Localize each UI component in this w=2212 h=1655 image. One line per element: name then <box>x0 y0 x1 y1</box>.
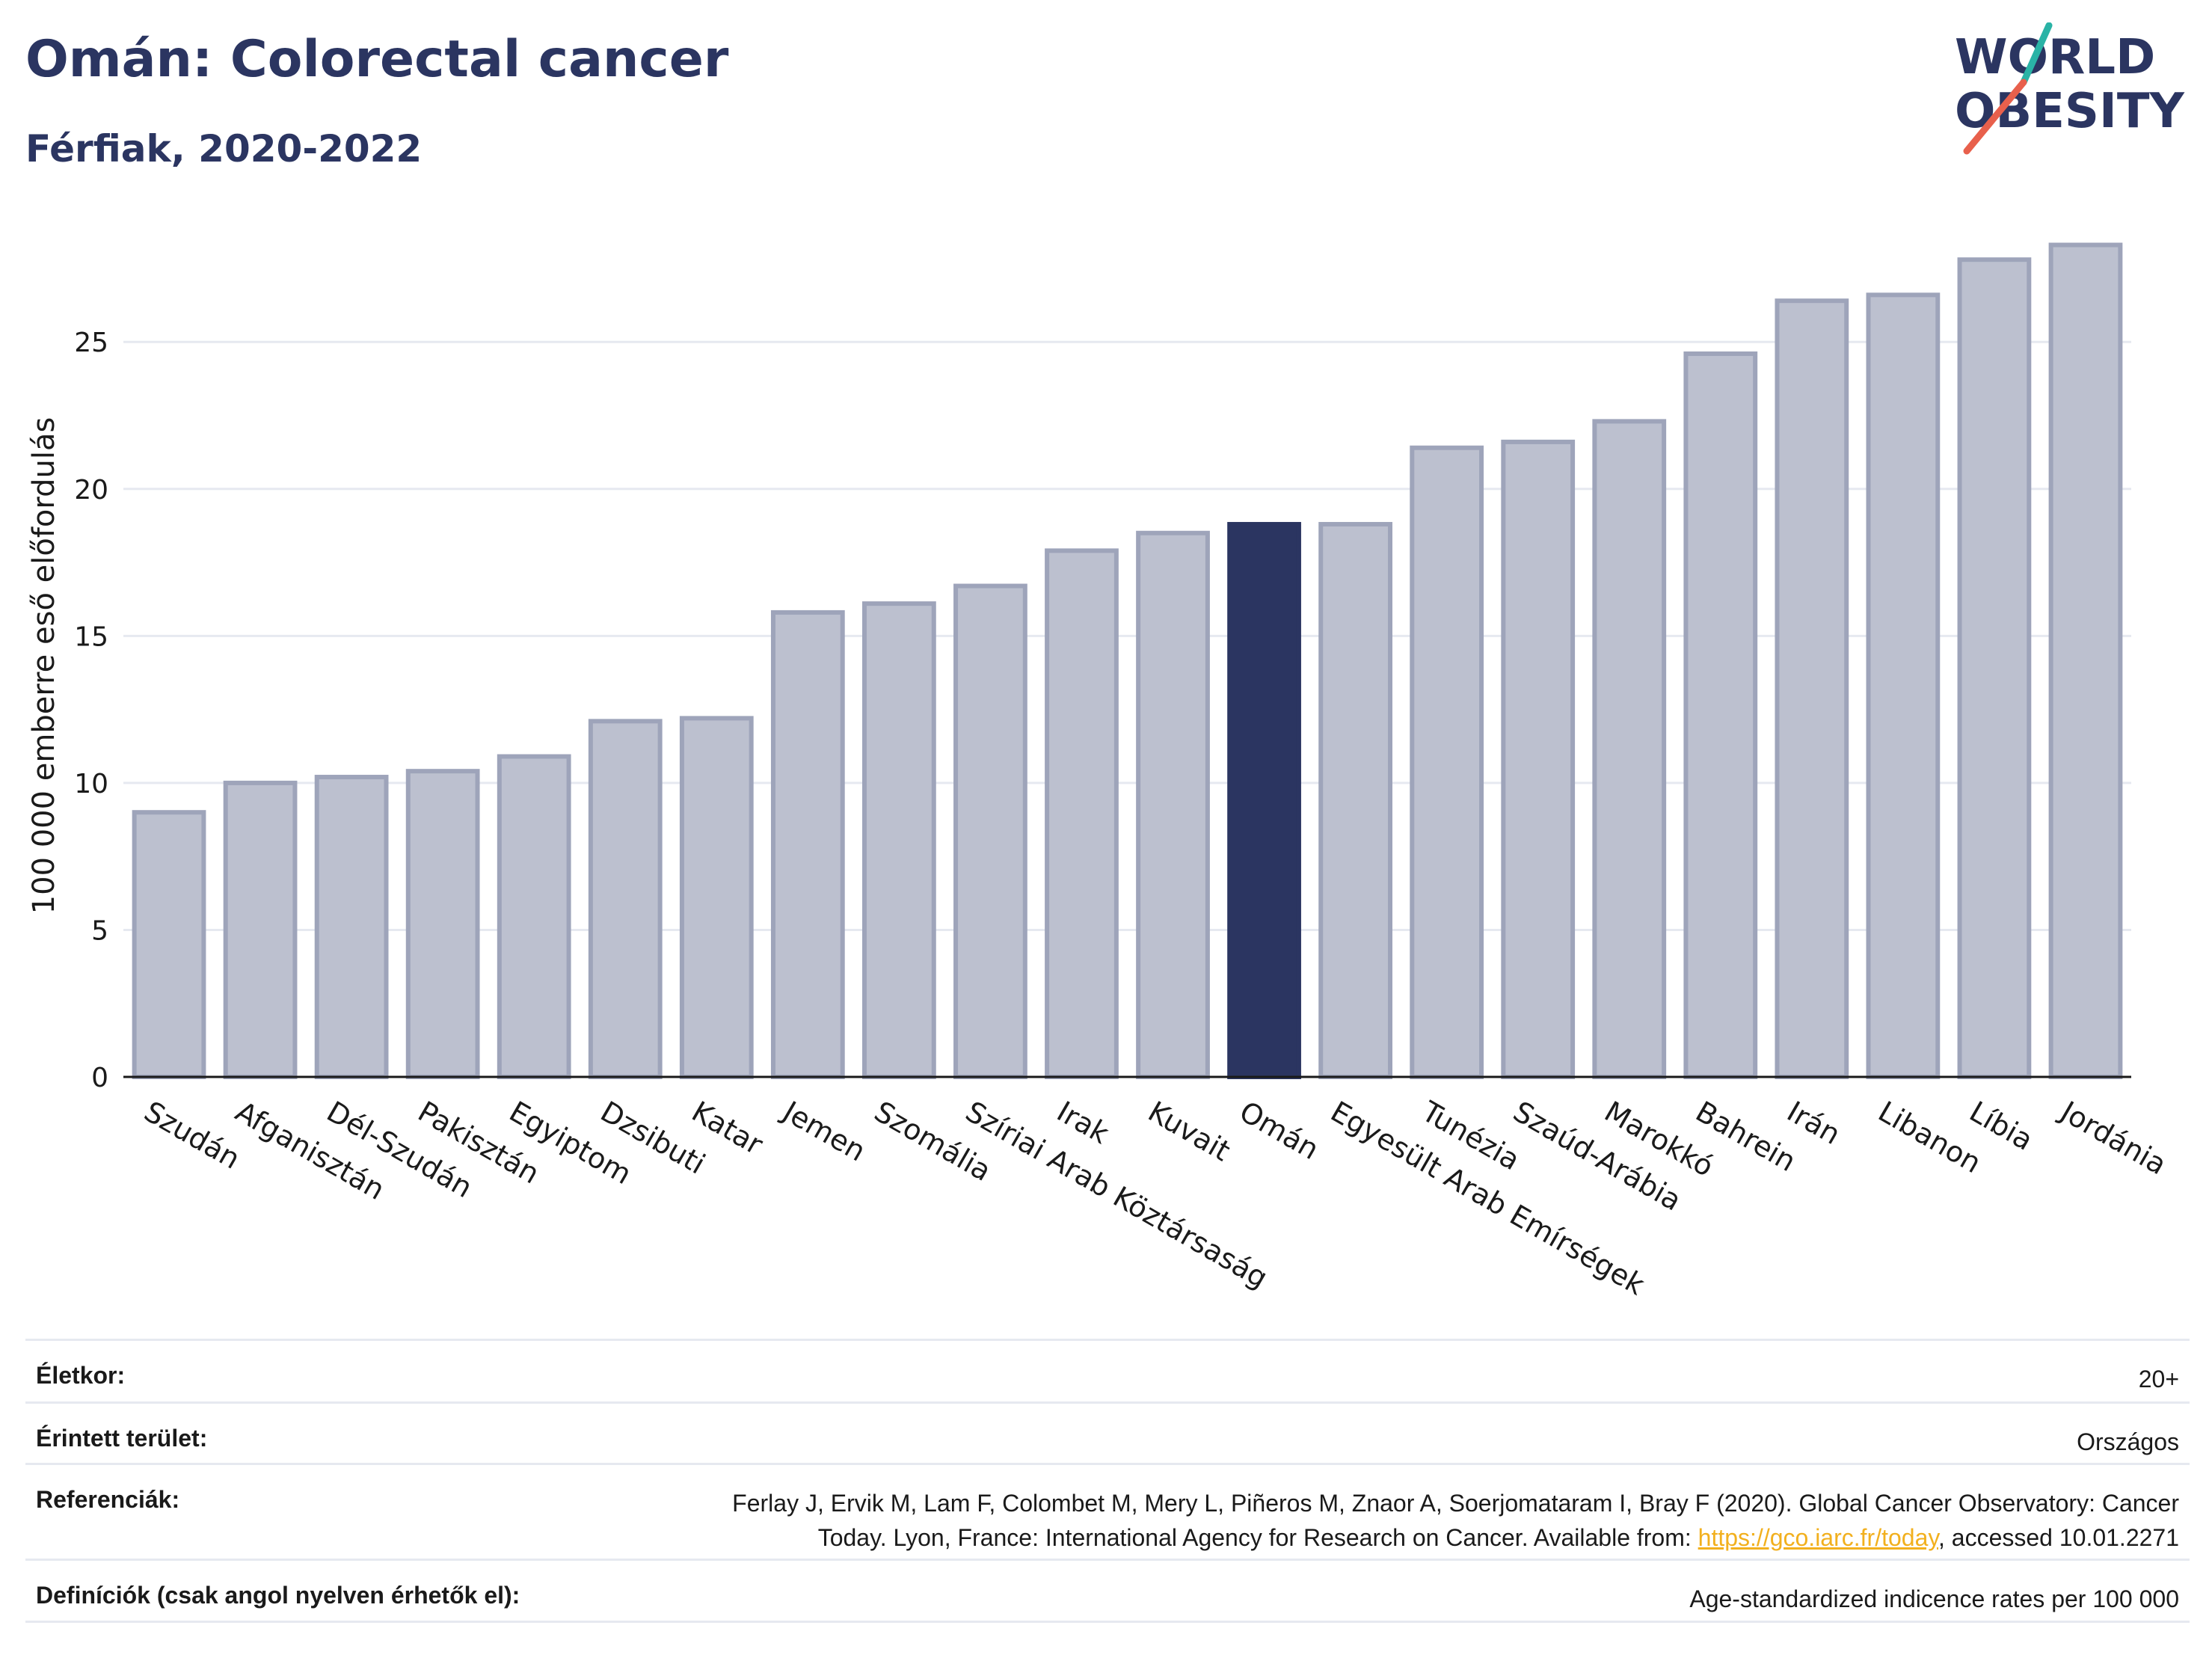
y-tick-label: 0 <box>91 1063 108 1093</box>
logo-teal-stroke <box>2020 22 2053 86</box>
y-tick-label: 25 <box>74 328 108 358</box>
bar <box>1136 530 1210 1079</box>
bar <box>497 754 571 1079</box>
reference-line1: Ferlay J, Ervik M, Lam F, Colombet M, Me… <box>732 1490 2179 1517</box>
info-row-definitions: Definíciók (csak angol nyelven érhetők e… <box>25 1559 2190 1623</box>
bar <box>132 810 206 1079</box>
references-label: Referenciák: <box>36 1486 180 1513</box>
bar <box>1683 351 1758 1079</box>
info-table: Életkor: 20+ Érintett terület: Országos … <box>25 1339 2190 1623</box>
y-tick-label: 15 <box>74 621 108 652</box>
bar <box>953 583 1027 1079</box>
bar <box>1592 419 1667 1079</box>
logo-red-stroke <box>1963 79 2027 155</box>
y-tick-label: 5 <box>91 915 108 946</box>
x-tick-label: Libanon <box>1872 1095 1986 1179</box>
logo-line2: OBESITY <box>1955 84 2184 139</box>
y-tick-label: 10 <box>74 769 108 799</box>
bar <box>1045 548 1119 1079</box>
bars <box>132 242 2123 1080</box>
world-obesity-logo: WORLD OBESITY <box>1955 22 2184 155</box>
info-row-references: Referenciák: Ferlay J, Ervik M, Lam F, C… <box>25 1463 2190 1559</box>
x-tick-label: Jemen <box>776 1094 871 1168</box>
info-row-age: Életkor: 20+ <box>25 1339 2190 1401</box>
definitions-value: Age-standardized indicence rates per 100… <box>1689 1585 2179 1612</box>
x-tick-labels: SzudánAfganisztánDél-SzudánPakisztánEgyi… <box>139 1094 2172 1301</box>
area-value: Országos <box>2077 1428 2179 1455</box>
reference-link[interactable]: https://gco.iarc.fr/today <box>1698 1524 1938 1551</box>
x-tick-label: Irak <box>1051 1095 1114 1150</box>
page-title: Omán: Colorectal cancer <box>25 30 729 89</box>
info-row-area: Érintett terület: Országos <box>25 1401 2190 1463</box>
bar <box>1501 439 1576 1079</box>
x-tick-label: Kuvait <box>1143 1095 1235 1167</box>
bar-chart: 0 5 10 15 20 25 SzudánAfganisztánDél-SzudánPa… <box>27 242 2172 1301</box>
age-value: 20+ <box>2138 1366 2179 1393</box>
bar <box>770 610 845 1079</box>
x-tick-label: Omán <box>1234 1095 1324 1166</box>
references-value: Ferlay J, Ervik M, Lam F, Colombet M, Me… <box>732 1486 2179 1555</box>
x-tick-label: Jordánia <box>2054 1094 2172 1181</box>
reference-line2-pre: Today. Lyon, France: International Agenc… <box>817 1524 1698 1551</box>
logo-line1: WORLD <box>1955 30 2155 85</box>
bar <box>588 719 663 1080</box>
x-tick-label: Szíriai Arab Köztársaság <box>960 1095 1274 1295</box>
y-tick-label: 20 <box>74 475 108 506</box>
y-axis-label: 100 000 emberre eső előfordulás <box>27 417 61 915</box>
bar <box>405 769 480 1079</box>
bar-highlighted <box>1227 521 1301 1079</box>
definitions-label: Definíciók (csak angol nyelven érhetők e… <box>36 1582 520 1609</box>
page-subtitle: Férfiak, 2020-2022 <box>25 127 423 171</box>
bar <box>314 775 389 1079</box>
area-label: Érintett terület: <box>36 1425 208 1452</box>
x-tick-label: Szudán <box>139 1095 246 1176</box>
bar <box>1318 521 1392 1079</box>
bar <box>1775 298 1849 1079</box>
bar <box>1957 257 2032 1080</box>
bar <box>223 780 298 1080</box>
bar <box>1410 445 1484 1079</box>
x-tick-label: Irán <box>1781 1095 1846 1151</box>
age-label: Életkor: <box>36 1362 126 1389</box>
bar <box>1866 292 1941 1079</box>
reference-line2-post: , accessed 10.01.2271 <box>1938 1524 2179 1551</box>
bar <box>2048 242 2123 1080</box>
y-tick-labels: 0 5 10 15 20 25 <box>74 328 108 1093</box>
bar <box>862 601 936 1079</box>
bar <box>679 716 754 1080</box>
